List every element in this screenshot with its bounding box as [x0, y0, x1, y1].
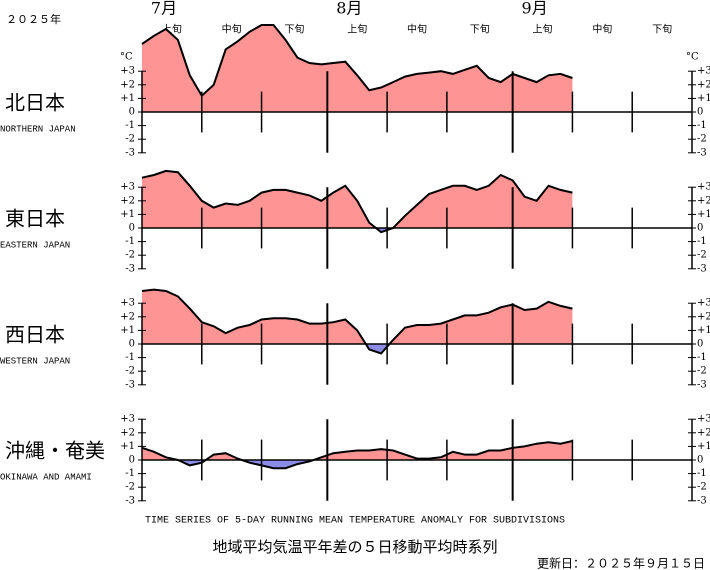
y-tick-label: -1: [125, 236, 135, 247]
dekad-label: 上旬: [533, 23, 553, 36]
y-tick-label: -1: [697, 120, 707, 131]
panel-name: 西日本: [5, 323, 65, 347]
panel-name-en: EASTERN JAPAN: [0, 240, 70, 250]
y-tick-label: +1: [697, 441, 710, 452]
y-tick-label: -3: [697, 147, 707, 158]
y-tick-label: -3: [697, 263, 707, 274]
y-tick-label: +1: [120, 441, 135, 452]
y-tick-label: -2: [697, 366, 707, 377]
y-tick-label: +2: [120, 427, 135, 438]
dekad-label: 下旬: [470, 23, 490, 36]
y-tick-label: +3: [697, 298, 710, 309]
unit-label: °C: [686, 52, 699, 63]
area-positive: [142, 289, 573, 344]
y-tick-label: +3: [120, 414, 135, 425]
y-tick-label: 0: [697, 339, 703, 350]
y-tick-label: +2: [120, 79, 135, 90]
y-tick-label: -3: [125, 147, 135, 158]
y-tick-label: +1: [697, 325, 710, 336]
y-tick-label: 0: [697, 107, 703, 118]
chart-title: 地域平均気温平年差の５日移動平均時系列: [212, 538, 497, 556]
dekad-label: 中旬: [222, 23, 242, 36]
y-tick-label: 0: [129, 455, 135, 466]
y-tick-label: +3: [120, 182, 135, 193]
month-label: 8月: [336, 0, 362, 18]
y-tick-label: +2: [697, 427, 710, 438]
y-tick-label: 0: [129, 223, 135, 234]
updated-date: 更新日：２０２５年９月１５日: [537, 556, 705, 570]
y-tick-label: -2: [125, 366, 135, 377]
y-tick-label: 0: [697, 223, 703, 234]
panel-name-en: OKINAWA AND AMAMI: [0, 472, 92, 482]
dekad-label: 中旬: [407, 23, 427, 36]
y-tick-label: +3: [697, 182, 710, 193]
y-tick-label: -3: [125, 495, 135, 506]
y-tick-label: +2: [120, 195, 135, 206]
y-tick-label: +1: [120, 209, 135, 220]
line: [141, 24, 573, 98]
y-tick-label: -2: [125, 482, 135, 493]
y-tick-label: -3: [697, 379, 707, 390]
panel-name: 沖縄・奄美: [5, 439, 105, 463]
dekad-label: 上旬: [347, 23, 367, 36]
panel-name-en: NORTHERN JAPAN: [0, 124, 76, 134]
y-tick-label: +1: [697, 93, 710, 104]
y-tick-label: -3: [697, 495, 707, 506]
y-tick-label: +2: [697, 311, 710, 322]
line: [141, 288, 573, 355]
panel-name-en: WESTERN JAPAN: [0, 356, 70, 366]
dekad-label: 下旬: [652, 23, 672, 36]
y-tick-label: +2: [120, 311, 135, 322]
y-tick-label: +2: [697, 195, 710, 206]
y-tick-label: 0: [697, 455, 703, 466]
y-tick-label: +3: [697, 414, 710, 425]
y-tick-label: -2: [697, 482, 707, 493]
y-tick-label: +1: [697, 209, 710, 220]
y-tick-label: -1: [125, 352, 135, 363]
y-tick-label: -1: [697, 352, 707, 363]
y-tick-label: -2: [697, 250, 707, 261]
month-label: 9月: [522, 0, 548, 18]
y-tick-label: 0: [129, 339, 135, 350]
panel-name: 北日本: [5, 91, 65, 115]
subtitle: TIME SERIES OF 5-DAY RUNNING MEAN TEMPER…: [145, 516, 565, 527]
line: [141, 169, 573, 234]
area-positive: [142, 441, 573, 460]
area-positive: [142, 25, 573, 112]
panel-name: 東日本: [5, 207, 65, 231]
y-tick-label: +3: [697, 66, 710, 77]
y-tick-label: -1: [125, 120, 135, 131]
y-tick-label: -3: [125, 263, 135, 274]
line: [141, 440, 573, 470]
y-tick-label: 0: [129, 107, 135, 118]
y-tick-label: -1: [697, 468, 707, 479]
dekad-label: 中旬: [592, 23, 612, 36]
y-tick-label: -1: [125, 468, 135, 479]
y-tick-label: +3: [120, 66, 135, 77]
y-tick-label: +3: [120, 298, 135, 309]
year-label: ２０２５年: [6, 12, 61, 26]
unit-label: °C: [120, 52, 133, 63]
y-tick-label: -2: [125, 134, 135, 145]
y-tick-label: -1: [697, 236, 707, 247]
y-tick-label: +1: [120, 93, 135, 104]
y-tick-label: +1: [120, 325, 135, 336]
y-tick-label: -2: [125, 250, 135, 261]
dekad-label: 下旬: [284, 23, 304, 36]
y-tick-label: -3: [125, 379, 135, 390]
area-positive: [142, 170, 573, 228]
y-tick-label: -2: [697, 134, 707, 145]
month-label: 7月: [151, 0, 177, 18]
y-tick-label: +2: [697, 79, 710, 90]
